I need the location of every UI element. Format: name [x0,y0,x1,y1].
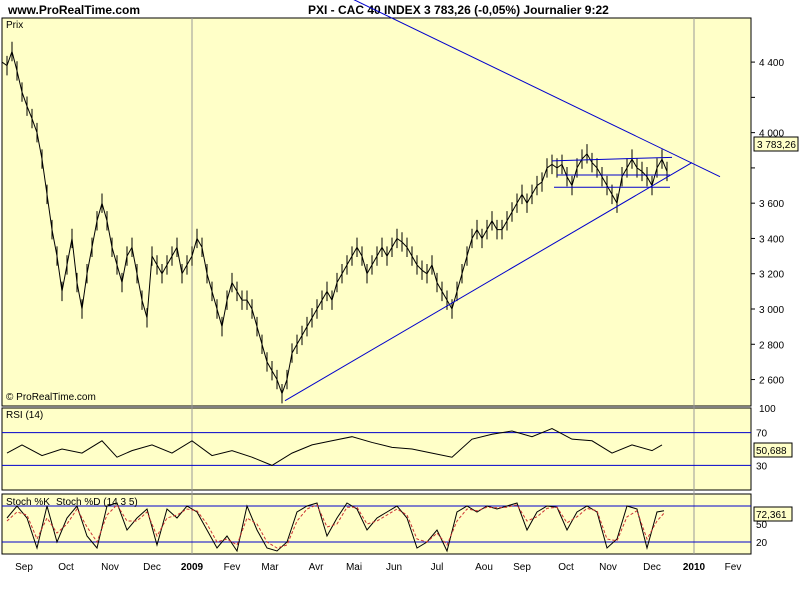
trendline-lower [284,162,693,402]
y-tick-label: 4 000 [759,129,784,140]
y-tick-label: 2 600 [759,376,784,387]
x-tick-label: 2010 [683,562,706,573]
site-label: www.ProRealTime.com [8,3,141,17]
x-tick-label: Mar [261,562,279,573]
rsi-line [6,427,663,466]
y-tick-label: 3 400 [759,234,784,245]
rsi-panel-title: RSI (14) [6,410,43,421]
x-tick-label: 2009 [181,562,204,573]
y-tick-label: 2 800 [759,340,784,351]
y-tick-label: 4 400 [759,58,784,69]
price-panel [1,17,752,407]
x-tick-label: Mai [346,562,362,573]
x-tick-label: Oct [58,562,74,573]
rsi-tick-label: 70 [756,429,768,440]
y-tick-label: 3 600 [759,199,784,210]
price-current-value: 3 783,26 [757,140,796,151]
x-tick-label: Dec [143,562,161,573]
price-panel-title: Prix [6,20,23,31]
stoch-panel [1,493,752,555]
price-line [1,49,668,396]
rsi-current-value: 50,688 [756,446,787,457]
stoch-d-line [6,503,665,549]
x-tick-label: Jun [386,562,402,573]
stoch-tick-label: 50 [756,520,768,531]
x-tick-label: Sep [513,562,531,573]
rsi-tick-label: 30 [756,461,768,472]
watermark: © ProRealTime.com [6,392,96,403]
y-tick-label: 3 000 [759,305,784,316]
channel-range-top [551,156,673,162]
x-tick-label: Fev [725,562,742,573]
stoch-k-title: Stoch %K [6,497,50,508]
trendline-upper [353,0,721,178]
y-tick-label: 3 200 [759,270,784,281]
price-value-box [753,136,799,152]
x-tick-label: Jul [431,562,444,573]
rsi-tick-label: 100 [759,404,776,415]
stoch-current-value: 72,361 [756,510,787,521]
x-tick-label: Dec [643,562,661,573]
x-tick-label: Nov [101,562,119,573]
stoch-d-title: Stoch %D (14 3 5) [56,497,138,508]
x-tick-label: Oct [558,562,574,573]
stoch-value-box [753,506,793,522]
stoch-tick-label: 20 [756,538,768,549]
rsi-panel [1,407,752,491]
x-tick-label: Sep [15,562,33,573]
x-tick-label: Fev [224,562,241,573]
rsi-value-box [753,442,793,458]
x-tick-label: Nov [599,562,617,573]
x-tick-label: Avr [309,562,324,573]
x-tick-label: Aou [475,562,493,573]
